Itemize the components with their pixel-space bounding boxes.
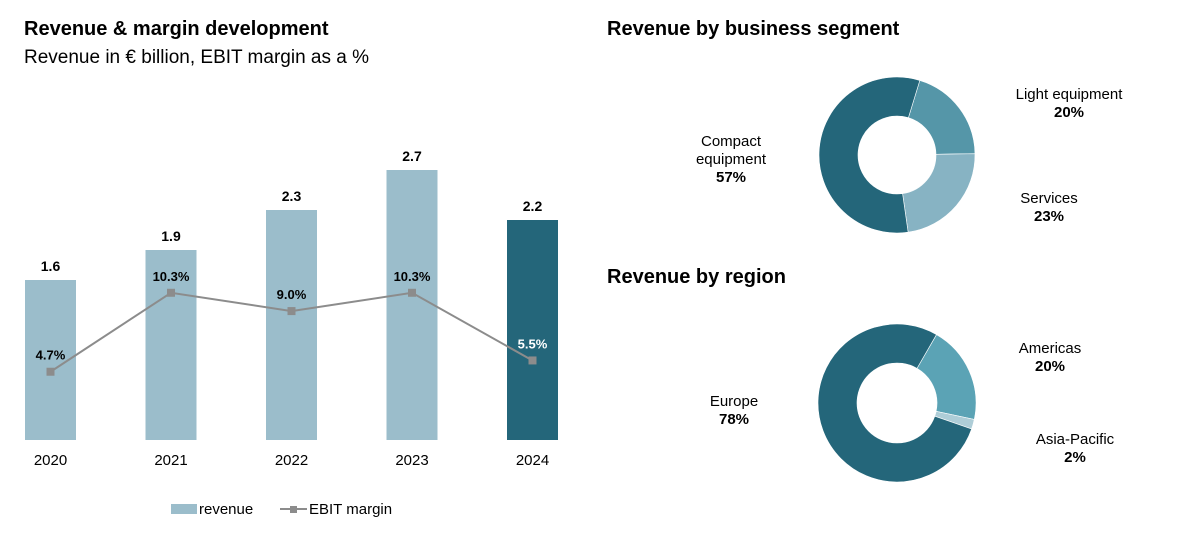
x-tick-2021: 2021 <box>154 452 187 469</box>
revenue-bar-2023 <box>386 170 438 440</box>
ebit-margin-label-2021: 10.3% <box>153 269 190 284</box>
revenue-label-2022: 2.3 <box>282 188 302 204</box>
segment-value-light-equipment: 20% <box>1054 104 1084 121</box>
segment-label-compact-equipment-1: Compact <box>701 133 762 150</box>
region-label-europe: Europe <box>710 393 758 410</box>
x-tick-2023: 2023 <box>395 452 428 469</box>
revenue-bar-2022 <box>266 210 317 440</box>
legend-ebit-label: EBIT margin <box>309 501 392 518</box>
bar-chart-subtitle: Revenue in € billion, EBIT margin as a % <box>24 47 369 68</box>
x-tick-2024: 2024 <box>516 452 549 469</box>
revenue-bar-2024 <box>507 220 558 440</box>
region-slice-europe <box>817 323 972 483</box>
ebit-margin-label-2023: 10.3% <box>394 269 431 284</box>
region-label-americas: Americas <box>1019 340 1082 357</box>
region-value-asia-pacific: 2% <box>1064 449 1086 466</box>
segment-value-compact-equipment: 57% <box>716 169 746 186</box>
ebit-margin-marker-2022 <box>287 307 296 316</box>
region-value-europe: 78% <box>719 411 749 428</box>
region-chart-title: Revenue by region <box>607 266 786 288</box>
region-value-americas: 20% <box>1035 358 1065 375</box>
ebit-margin-label-2022: 9.0% <box>277 287 307 302</box>
segment-label-compact-equipment-2: equipment <box>696 151 767 168</box>
segment-chart-title: Revenue by business segment <box>607 18 900 40</box>
ebit-margin-marker-2020 <box>46 367 55 376</box>
segment-label-light-equipment: Light equipment <box>1016 86 1124 103</box>
segment-value-services: 23% <box>1034 208 1064 225</box>
region-label-asia-pacific: Asia-Pacific <box>1036 431 1115 448</box>
segment-label-services: Services <box>1020 190 1078 207</box>
legend-ebit-marker <box>290 506 297 513</box>
segment-slice-compact-equipment <box>818 76 921 234</box>
x-tick-2020: 2020 <box>34 452 67 469</box>
legend-revenue-label: revenue <box>199 501 253 518</box>
bar-chart-title: Revenue & margin development <box>24 18 329 40</box>
ebit-margin-label-2020: 4.7% <box>36 348 66 363</box>
revenue-label-2021: 1.9 <box>161 228 181 244</box>
ebit-margin-marker-2024 <box>528 356 537 365</box>
legend-revenue-swatch <box>171 504 197 514</box>
ebit-margin-marker-2023 <box>408 288 416 297</box>
segment-slice-services <box>902 153 976 233</box>
x-tick-2022: 2022 <box>275 452 308 469</box>
ebit-margin-label-2024: 5.5% <box>518 336 548 351</box>
ebit-margin-marker-2021 <box>167 288 175 297</box>
segment-slice-light-equipment <box>908 80 976 155</box>
revenue-label-2024: 2.2 <box>523 198 543 214</box>
revenue-label-2020: 1.6 <box>41 258 61 274</box>
revenue-bar-2021 <box>145 250 197 440</box>
revenue-label-2023: 2.7 <box>402 148 422 164</box>
